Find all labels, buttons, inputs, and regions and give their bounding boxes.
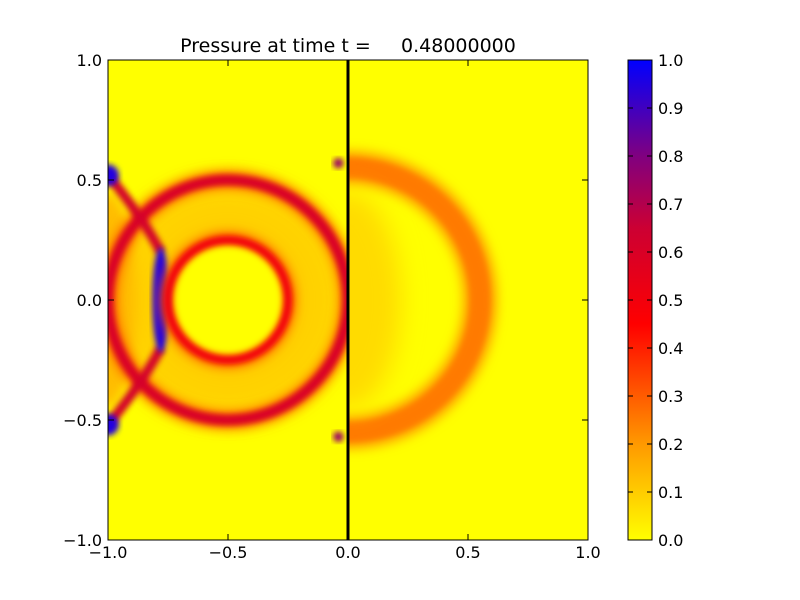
interface-spot-lower bbox=[333, 431, 344, 443]
y-axis: −1.0 −0.5 0.0 0.5 1.0 bbox=[63, 51, 588, 550]
edge-spot-lower bbox=[108, 414, 119, 436]
colorbar-tick-label: 0.2 bbox=[658, 435, 683, 454]
colorbar-tick-label: 0.9 bbox=[658, 99, 683, 118]
colorbar-tick-label: 0.1 bbox=[658, 483, 683, 502]
y-tick-label: 0.5 bbox=[77, 171, 102, 190]
colorbar-tick-label: 0.5 bbox=[658, 291, 683, 310]
colorbar-tick-label: 0.3 bbox=[658, 387, 683, 406]
edge-spot-upper bbox=[108, 164, 119, 186]
outer-ring bbox=[108, 174, 348, 426]
transmitted-wave bbox=[348, 158, 490, 442]
colorbar-tick-label: 1.0 bbox=[658, 51, 683, 70]
x-tick-label: −1.0 bbox=[89, 543, 128, 562]
pressure-field bbox=[108, 60, 588, 540]
right-interior-glow bbox=[348, 192, 401, 408]
colorbar-tick-label: 0.0 bbox=[658, 531, 683, 550]
y-tick-label: 0.0 bbox=[77, 291, 102, 310]
chart-title: Pressure at time t = 0.48000000 bbox=[180, 35, 516, 57]
y-tick-label: −0.5 bbox=[63, 411, 102, 430]
x-tick-label: 0.5 bbox=[455, 543, 480, 562]
colorbar-ticks: 0.0 0.1 0.2 0.3 0.4 0.5 0.6 0.7 0.8 0.9 1.0 bbox=[628, 51, 683, 550]
interface-spot-upper bbox=[333, 157, 344, 169]
inner-ring bbox=[163, 235, 293, 365]
colorbar-tick-label: 0.4 bbox=[658, 339, 683, 358]
y-tick-label: −1.0 bbox=[63, 531, 102, 550]
x-tick-label: −0.5 bbox=[209, 543, 248, 562]
right-half bbox=[348, 152, 496, 448]
x-tick-label: 1.0 bbox=[575, 543, 600, 562]
x-tick-label: 0.0 bbox=[335, 543, 360, 562]
colorbar: 0.0 0.1 0.2 0.3 0.4 0.5 0.6 0.7 0.8 0.9 1.0 bbox=[627, 51, 683, 550]
colorbar-tick-label: 0.6 bbox=[658, 243, 683, 262]
inner-core bbox=[175, 247, 281, 353]
x-axis: −1.0 −0.5 0.0 0.5 1.0 bbox=[89, 60, 601, 562]
colorbar-tick-label: 0.8 bbox=[658, 147, 683, 166]
y-tick-label: 1.0 bbox=[77, 51, 102, 70]
colorbar-tick-label: 0.7 bbox=[658, 195, 683, 214]
